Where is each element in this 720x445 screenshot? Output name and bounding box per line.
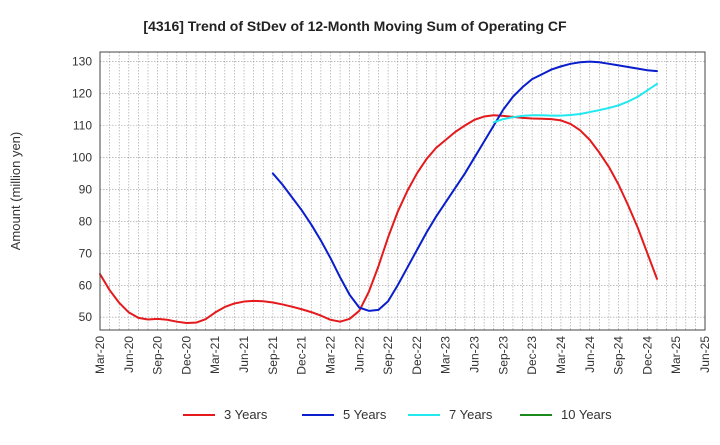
y-tick-label: 110	[73, 118, 92, 132]
x-tick-label: Mar-22	[323, 336, 337, 374]
x-tick-label: Dec-23	[525, 336, 539, 375]
x-tick-label: Sep-20	[151, 336, 165, 375]
grid-lines	[99, 52, 706, 330]
series-line-3	[492, 82, 658, 124]
series-lines	[99, 60, 658, 324]
x-tick-label: Sep-21	[266, 336, 280, 375]
x-tick-label: Mar-25	[669, 336, 683, 374]
x-tick-label: Jun-24	[583, 336, 597, 373]
x-tick-label: Mar-23	[439, 336, 453, 374]
y-tick-label: 120	[72, 87, 92, 101]
y-tick-labels: 50 60 70 80 90 100 110 120 130	[72, 55, 92, 325]
x-tick-label: Mar-24	[554, 336, 568, 374]
y-axis-label: Amount (million yen)	[8, 132, 23, 251]
x-tick-label: Jun-22	[352, 336, 366, 373]
y-tick-label: 130	[72, 55, 92, 69]
plot-area-frame	[99, 51, 706, 331]
y-tick-label: 50	[79, 310, 93, 324]
series-line-1	[99, 114, 658, 324]
y-tick-label: 60	[79, 278, 93, 292]
x-tick-label: Jun-21	[237, 336, 251, 373]
series-line-2	[271, 60, 658, 312]
x-tick-label: Dec-20	[179, 336, 193, 375]
x-tick-label: Dec-22	[410, 336, 424, 375]
chart-legend: 3 Years 5 Years 7 Years 10 Years	[183, 407, 612, 422]
x-tick-label: Mar-20	[93, 336, 107, 374]
x-tick-label: Jun-20	[122, 336, 136, 373]
legend-label-4: 10 Years	[561, 407, 612, 422]
y-tick-label: 70	[79, 246, 93, 260]
legend-label-2: 5 Years	[343, 407, 387, 422]
x-tick-label: Jun-25	[698, 336, 712, 373]
x-tick-label: Dec-24	[640, 336, 654, 375]
x-tick-label: Dec-21	[295, 336, 309, 375]
x-tick-label: Sep-22	[381, 336, 395, 375]
x-tick-labels: Mar-20 Jun-20 Sep-20 Dec-20 Mar-21 Jun-21 Sep-…	[93, 336, 712, 375]
y-tick-label: 90	[79, 182, 93, 196]
x-tick-label: Mar-21	[208, 336, 222, 374]
legend-label-3: 7 Years	[449, 407, 493, 422]
legend-label-1: 3 Years	[224, 407, 268, 422]
x-tick-label: Sep-23	[496, 336, 510, 375]
x-tick-label: Sep-24	[612, 336, 626, 375]
x-tick-label: Jun-23	[468, 336, 482, 373]
chart-title: [4316] Trend of StDev of 12-Month Moving…	[143, 18, 567, 34]
y-tick-label: 80	[79, 214, 93, 228]
y-tick-label: 100	[72, 150, 92, 164]
